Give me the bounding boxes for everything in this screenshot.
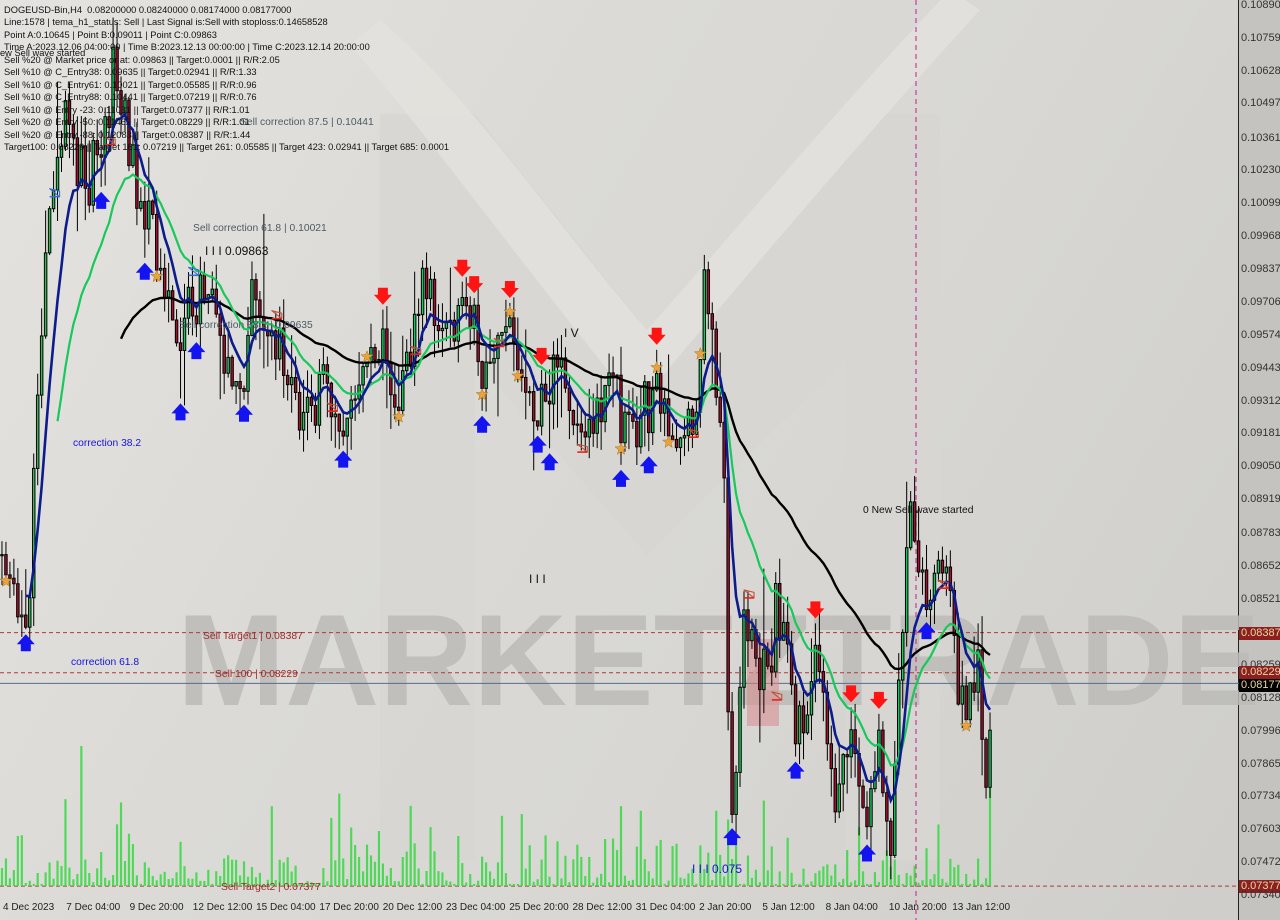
- svg-text:MARKETZTRADE: MARKETZTRADE: [177, 587, 1260, 733]
